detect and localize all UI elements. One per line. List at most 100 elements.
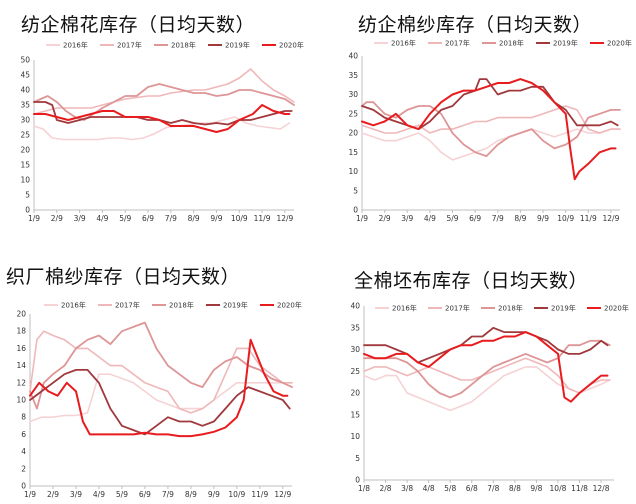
legend-label: 2017年 bbox=[445, 304, 470, 313]
x-tick-label: 5/9 bbox=[446, 214, 458, 223]
y-tick-label: 8 bbox=[21, 413, 26, 422]
series-line-y2020 bbox=[33, 104, 291, 133]
y-tick-label: 25 bbox=[350, 367, 360, 376]
y-tick-label: 10 bbox=[16, 396, 26, 405]
y-tick-label: 15 bbox=[350, 410, 360, 419]
y-tick-label: 35 bbox=[20, 101, 30, 110]
y-tick-label: 20 bbox=[20, 146, 30, 155]
x-tick-label: 12/8 bbox=[593, 484, 610, 493]
series-line-y2017 bbox=[361, 105, 621, 134]
x-tick-label: 12/9 bbox=[276, 214, 293, 223]
y-tick-label: 4 bbox=[21, 447, 26, 456]
x-tick-label: 6/8 bbox=[466, 484, 478, 493]
y-tick-label: 5 bbox=[355, 454, 360, 463]
chart-svg: 0 5 10 15 20 25 30 35 40 45 50 1/9 2/9 3/9 4/9 5/9 6/9 7/… bbox=[20, 41, 304, 224]
x-tick-label: 6/9 bbox=[469, 214, 481, 223]
series-line-y2017 bbox=[33, 68, 295, 115]
chart-title: 织厂棉纱库存（日均天数） bbox=[6, 266, 241, 288]
y-tick-label: 50 bbox=[20, 56, 30, 65]
y-tick-label: 0 bbox=[25, 206, 30, 215]
chart-svg: 0 5 10 15 20 25 30 35 40 1/8 2/8 3/8 4/8 5/8 6/8 7/8 8/8… bbox=[350, 302, 629, 494]
x-tick-label: 4/9 bbox=[96, 214, 108, 223]
x-tick-label: 2/8 bbox=[380, 484, 392, 493]
x-tick-label: 10/9 bbox=[228, 490, 245, 499]
series-line-y2020 bbox=[361, 78, 617, 181]
legend-label: 2020年 bbox=[604, 304, 629, 313]
series-line-y2019 bbox=[29, 369, 291, 436]
y-tick-label: 35 bbox=[348, 71, 358, 80]
legend-label: 2016年 bbox=[61, 301, 86, 310]
y-tick-label: 2 bbox=[21, 464, 26, 473]
chart-panel-cotton: 纺企棉花库存（日均天数） 0 5 10 15 20 25 30 35 40 45 50 1/9 2/9 3… bbox=[0, 0, 318, 250]
legend-label: 2017年 bbox=[117, 41, 142, 50]
x-tick-label: 3/9 bbox=[70, 490, 82, 499]
x-tick-label: 4/9 bbox=[424, 214, 436, 223]
y-tick-label: 10 bbox=[348, 167, 358, 176]
y-tick-label: 10 bbox=[350, 432, 360, 441]
x-tick-label: 3/9 bbox=[401, 214, 413, 223]
y-tick-label: 15 bbox=[348, 148, 358, 157]
legend-label: 2018年 bbox=[498, 304, 523, 313]
x-tick-label: 8/9 bbox=[188, 214, 200, 223]
legend-label: 2020年 bbox=[607, 39, 632, 48]
series-line-y2020 bbox=[363, 331, 609, 403]
x-tick-label: 10/9 bbox=[557, 214, 574, 223]
x-tick-label: 4/8 bbox=[423, 484, 435, 493]
y-tick-label: 6 bbox=[21, 430, 26, 439]
x-tick-label: 5/8 bbox=[444, 484, 456, 493]
x-tick-label: 10/9 bbox=[231, 214, 248, 223]
x-tick-label: 11/9 bbox=[251, 490, 268, 499]
legend-label: 2018年 bbox=[499, 39, 524, 48]
y-tick-label: 40 bbox=[348, 52, 358, 61]
y-tick-label: 25 bbox=[20, 131, 30, 140]
y-tick-label: 16 bbox=[16, 344, 26, 353]
x-tick-label: 2/9 bbox=[47, 490, 59, 499]
series-line-y2016 bbox=[361, 128, 621, 161]
x-tick-label: 4/9 bbox=[93, 490, 105, 499]
legend-label: 2019年 bbox=[225, 41, 250, 50]
x-tick-label: 8/9 bbox=[185, 490, 197, 499]
x-tick-label: 12/9 bbox=[603, 214, 620, 223]
y-tick-label: 0 bbox=[353, 206, 358, 215]
y-tick-label: 12 bbox=[16, 378, 26, 387]
chart-panel-weaver-yarn: 织厂棉纱库存（日均天数） 0 2 4 6 8 10 12 14 16 18 20 1/9 2/9 3/9 4… bbox=[0, 252, 318, 504]
series-line-y2018 bbox=[361, 101, 621, 157]
series-line-y2020 bbox=[29, 338, 289, 438]
series-line-y2017 bbox=[363, 357, 611, 394]
x-tick-label: 3/8 bbox=[401, 484, 413, 493]
chart-panel-greige-cloth: 全棉坯布库存（日均天数） 0 5 10 15 20 25 30 35 40 1/8 2/8 3/8 4/… bbox=[318, 252, 636, 504]
x-tick-label: 7/9 bbox=[165, 214, 177, 223]
legend-label: 2017年 bbox=[115, 301, 140, 310]
y-tick-label: 10 bbox=[20, 176, 30, 185]
series-line-y2016 bbox=[29, 373, 293, 423]
x-tick-label: 6/9 bbox=[142, 214, 154, 223]
chart-title: 全棉坯布库存（日均天数） bbox=[354, 270, 589, 292]
x-tick-label: 8/8 bbox=[509, 484, 521, 493]
x-tick-label: 2/9 bbox=[379, 214, 391, 223]
chart-panel-spinner-yarn: 纺企棉纱库存（日均天数） 0 5 10 15 20 25 30 35 40 1/9 2/9 3/9 4/… bbox=[318, 0, 636, 250]
y-tick-label: 20 bbox=[350, 389, 360, 398]
legend-label: 2019年 bbox=[553, 39, 578, 48]
legend-label: 2018年 bbox=[169, 301, 194, 310]
x-tick-label: 1/9 bbox=[28, 214, 40, 223]
x-tick-label: 8/9 bbox=[514, 214, 526, 223]
legend-label: 2019年 bbox=[223, 301, 248, 310]
x-tick-label: 10/8 bbox=[550, 484, 567, 493]
x-tick-label: 7/9 bbox=[162, 490, 174, 499]
series-line-y2016 bbox=[33, 116, 291, 141]
x-tick-label: 3/9 bbox=[74, 214, 86, 223]
y-tick-label: 20 bbox=[348, 129, 358, 138]
x-tick-label: 5/9 bbox=[116, 490, 128, 499]
x-tick-label: 5/9 bbox=[119, 214, 131, 223]
legend-label: 2016年 bbox=[391, 39, 416, 48]
x-tick-label: 9/9 bbox=[208, 490, 220, 499]
series-line-y2019 bbox=[33, 101, 293, 126]
legend-label: 2020年 bbox=[279, 41, 304, 50]
x-tick-label: 1/9 bbox=[24, 490, 36, 499]
x-tick-label: 6/9 bbox=[139, 490, 151, 499]
y-tick-label: 30 bbox=[348, 90, 358, 99]
x-tick-label: 9/9 bbox=[537, 214, 549, 223]
legend-label: 2020年 bbox=[277, 301, 302, 310]
x-tick-label: 11/8 bbox=[571, 484, 588, 493]
x-tick-label: 1/8 bbox=[358, 484, 370, 493]
